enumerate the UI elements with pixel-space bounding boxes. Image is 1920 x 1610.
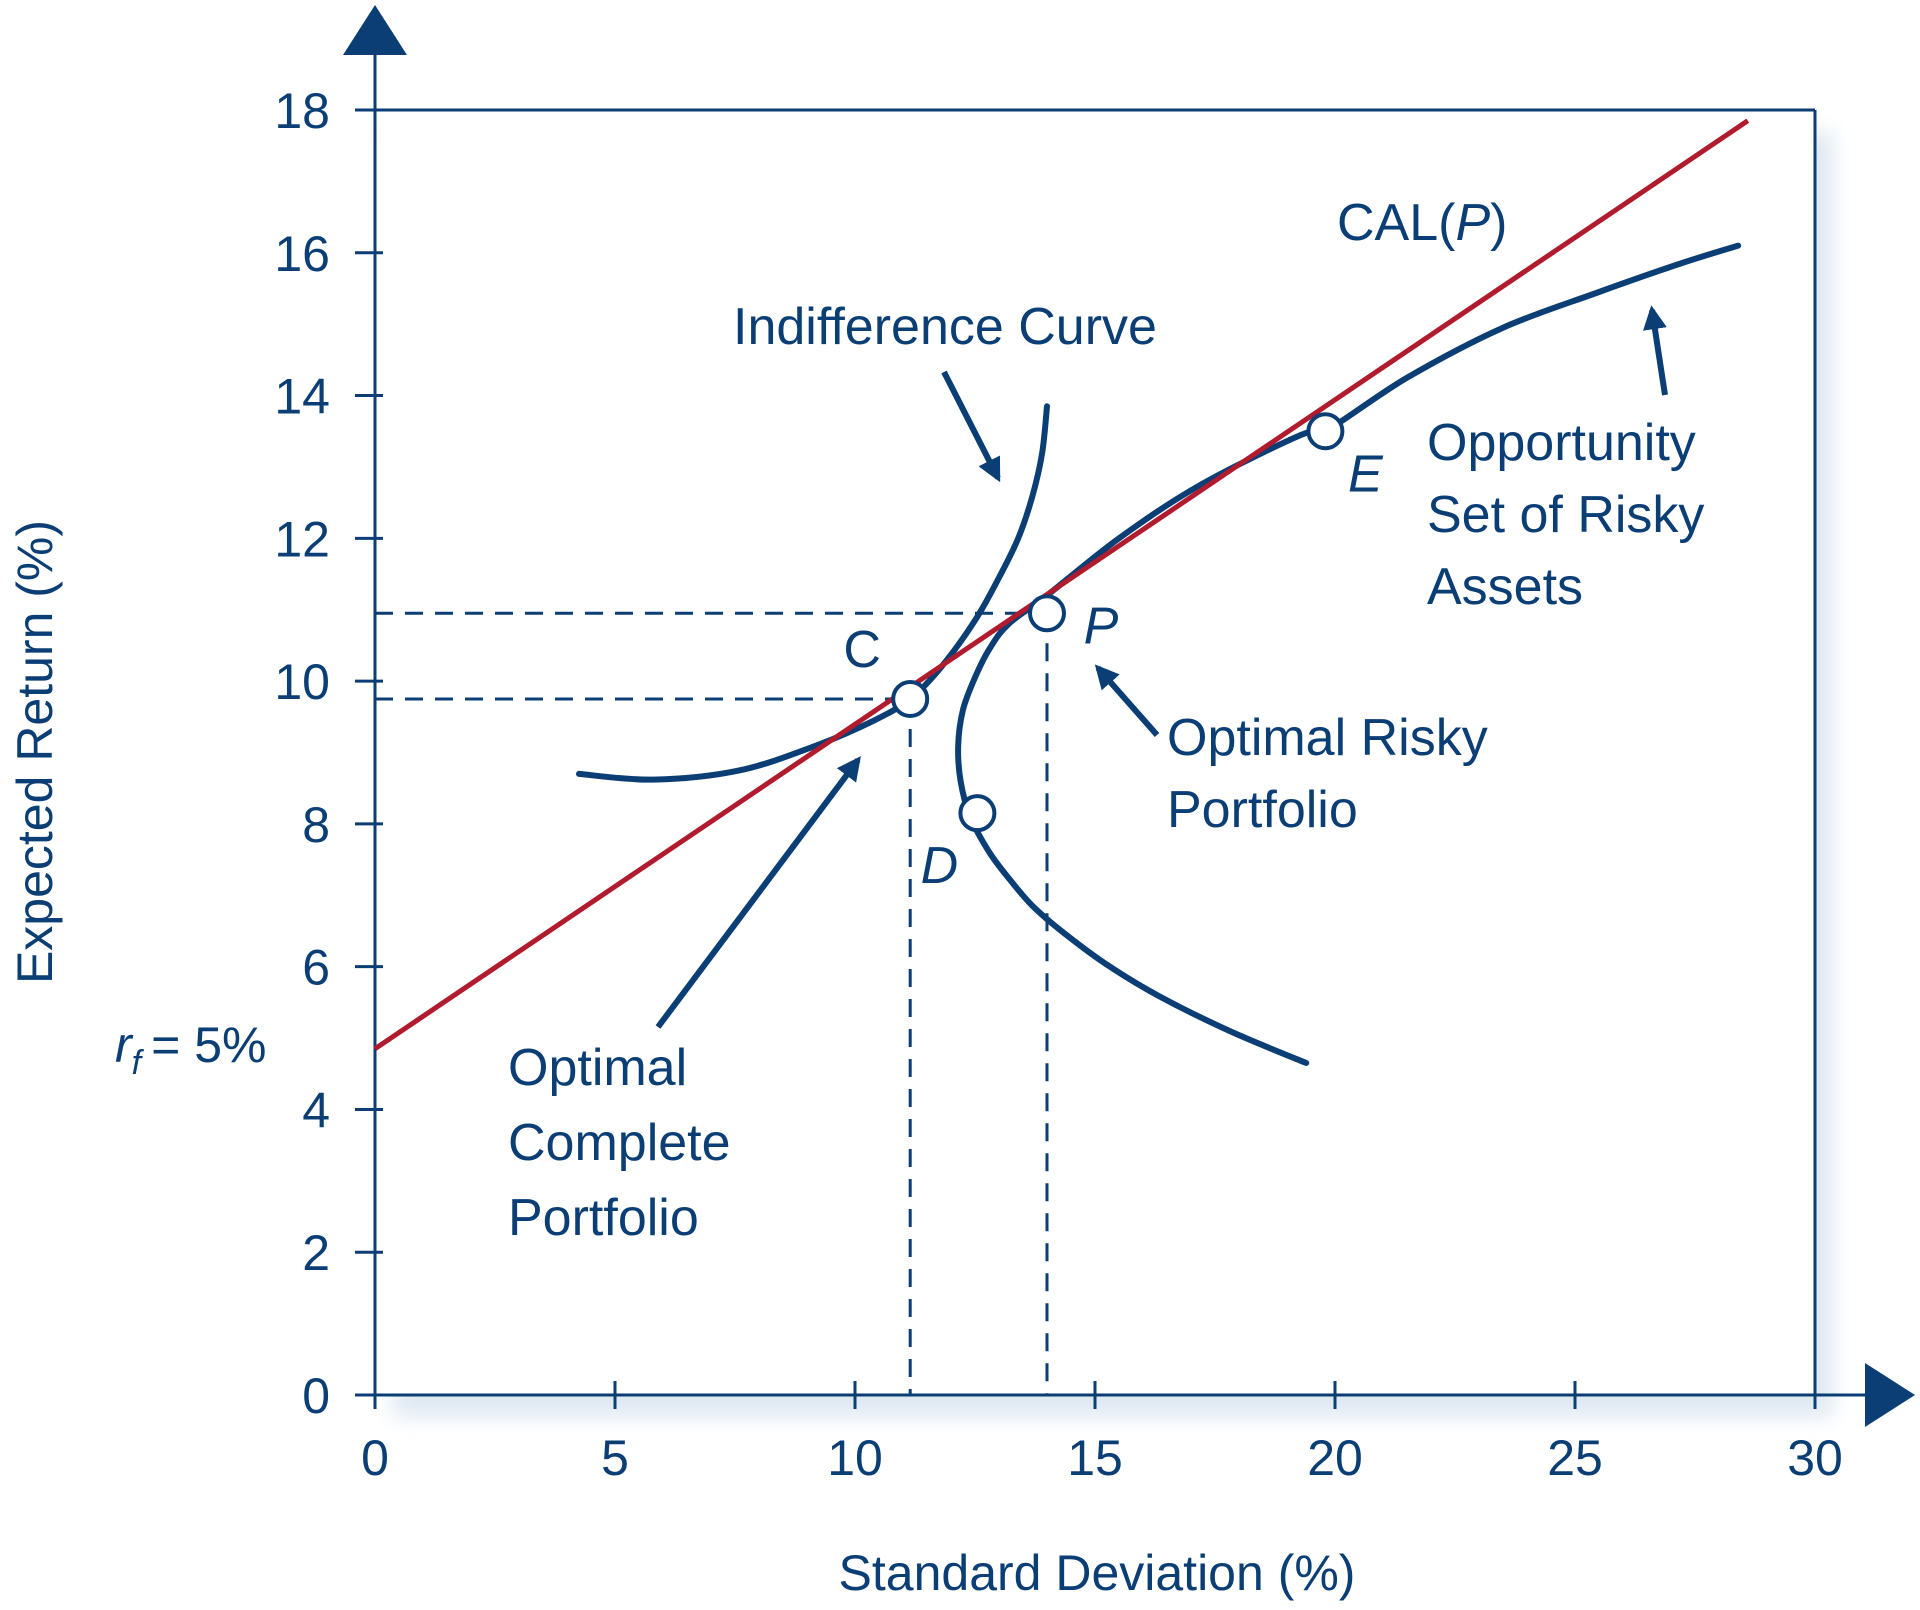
x-tick-label: 20 (1307, 1430, 1363, 1486)
rf-symbol: r (115, 1017, 134, 1073)
x-axis-arrow (1865, 1363, 1915, 1427)
series-opportunity-set (955, 242, 1742, 1066)
annotation-optimal-complete-line: Optimal (508, 1039, 687, 1097)
y-tick-label: 6 (302, 940, 330, 996)
cal-label-italic: P (1455, 194, 1490, 252)
x-tick-label: 30 (1787, 1430, 1843, 1486)
annotation-indifference-curve: Indifference Curve (733, 298, 1157, 356)
y-tick-label: 12 (274, 511, 330, 567)
y-axis-title: Expected Return (%) (7, 520, 63, 984)
annotation-optimal-risky-line: Portfolio (1167, 781, 1358, 839)
annotation-optimal-complete-line: Complete (508, 1114, 731, 1172)
arrow-opportunity-set (1643, 305, 1668, 396)
point-marker-C (891, 679, 930, 718)
point-marker-D (958, 794, 997, 833)
point-label-P: P (1084, 597, 1119, 655)
annotation-opportunity-set-line: Set of Risky (1427, 486, 1704, 544)
y-tick-label: 4 (302, 1082, 330, 1138)
point-label-D: D (921, 837, 959, 895)
x-tick-label: 10 (827, 1430, 883, 1486)
cal-label-main: CAL( (1337, 194, 1456, 252)
point-label-E: E (1348, 445, 1384, 503)
y-tick-label: 16 (274, 226, 330, 282)
annotation-opportunity-set-line: Opportunity (1427, 414, 1696, 472)
x-tick-label: 15 (1067, 1430, 1123, 1486)
plot-background (375, 110, 1815, 1395)
arrow-optimal-complete (655, 756, 861, 1029)
arrow-indifference-curve (941, 370, 1001, 483)
annotation-optimal-risky-line: Optimal Risky (1167, 709, 1488, 767)
rf-label: rf = 5% (115, 1017, 266, 1082)
point-label-C: C (843, 621, 881, 679)
series-label-cal: CAL(P) (1337, 194, 1508, 252)
y-tick-label: 10 (274, 654, 330, 710)
y-tick-label: 18 (274, 83, 330, 139)
series-indifference-curve (576, 403, 1050, 783)
arrow-optimal-risky (1094, 664, 1160, 737)
x-tick-label: 25 (1547, 1430, 1603, 1486)
rf-subscript: f (132, 1044, 145, 1082)
annotation-opportunity-set-line: Assets (1427, 558, 1583, 616)
x-tick-label: 5 (601, 1430, 629, 1486)
y-tick-label: 2 (302, 1225, 330, 1281)
cal-label-close: ) (1490, 194, 1507, 252)
rf-value: = 5% (151, 1017, 266, 1073)
y-tick-label: 8 (302, 797, 330, 853)
y-tick-label: 0 (302, 1368, 330, 1424)
point-marker-P (1028, 594, 1066, 633)
x-axis-title: Standard Deviation (%) (839, 1545, 1356, 1601)
y-axis-arrow (343, 5, 407, 55)
y-tick-label: 14 (274, 369, 330, 425)
point-marker-E (1306, 412, 1345, 451)
annotation-optimal-complete-line: Portfolio (508, 1189, 699, 1247)
series-cal-line (373, 118, 1750, 1051)
x-tick-label: 0 (361, 1430, 389, 1486)
